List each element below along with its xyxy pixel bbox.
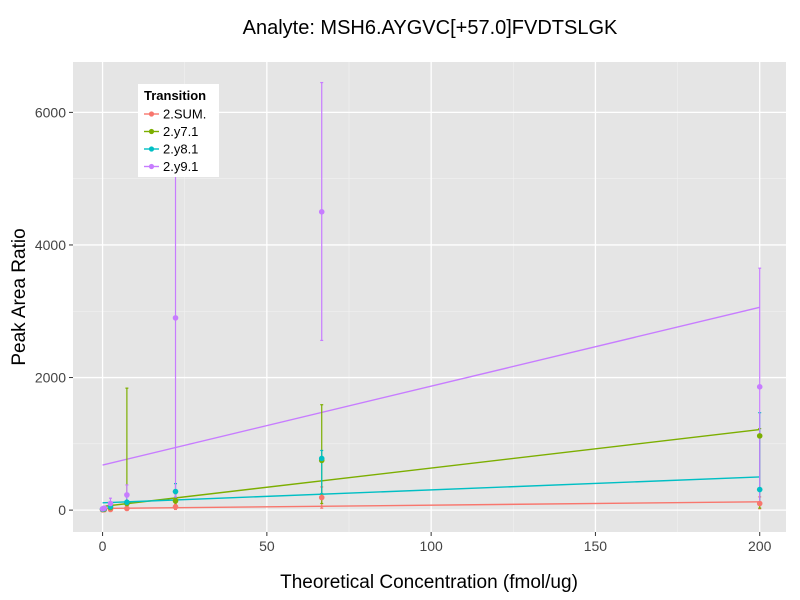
legend-title: Transition [144, 88, 206, 103]
y-axis-title: Peak Area Ratio [9, 228, 30, 365]
y-axis-ticks: 0 2000 4000 6000 [35, 104, 73, 518]
fit-line [102, 306, 760, 466]
legend-swatch-point [148, 111, 155, 117]
y-tick-label: 4000 [35, 237, 66, 253]
legend-label: 2.y8.1 [163, 142, 198, 157]
data-point [318, 494, 325, 501]
data-point [756, 433, 763, 439]
data-point [172, 315, 179, 321]
fit-line [102, 501, 760, 510]
fit-line [102, 476, 760, 504]
legend-entries: 2.SUM. 2.y7.1 2.y8.1 2.y9.1 [144, 107, 206, 174]
y-tick-label: 0 [58, 502, 66, 518]
legend-label: 2.y9.1 [163, 159, 198, 174]
x-tick-label: 0 [99, 538, 107, 554]
chart-title: Analyte: MSH6.AYGVC[+57.0]FVDTSLGK [243, 17, 618, 39]
data-point [101, 505, 108, 511]
x-tick-label: 50 [259, 538, 275, 554]
data-point [107, 500, 114, 507]
x-tick-label: 100 [419, 538, 443, 554]
legend-swatch-point [148, 163, 155, 170]
legend: Transition 2.SUM. 2.y7.1 2.y8.1 2.y9.1 [138, 84, 219, 177]
data-point [124, 505, 130, 512]
legend-swatch-point [148, 146, 155, 152]
y-tick-label: 6000 [35, 104, 66, 120]
y-tick-label: 2000 [35, 370, 66, 386]
data-point [172, 504, 179, 510]
data-point [318, 455, 325, 462]
x-axis-title: Theoretical Concentration (fmol/ug) [280, 572, 578, 593]
fit-lines [102, 306, 760, 510]
fit-line [102, 428, 760, 508]
legend-label: 2.SUM. [163, 107, 206, 122]
data-point [124, 499, 130, 505]
data-points [99, 209, 763, 513]
data-point [756, 500, 763, 507]
data-point [318, 209, 325, 215]
x-tick-label: 150 [584, 538, 608, 554]
data-point [756, 486, 763, 493]
data-point [172, 488, 179, 495]
x-axis-ticks: 0 50 100 150 200 [99, 532, 772, 554]
legend-swatch-point [148, 128, 155, 135]
legend-label: 2.y7.1 [163, 124, 198, 139]
data-point [124, 492, 130, 498]
data-point [756, 384, 763, 390]
x-tick-label: 200 [748, 538, 772, 554]
data-point [172, 498, 179, 504]
